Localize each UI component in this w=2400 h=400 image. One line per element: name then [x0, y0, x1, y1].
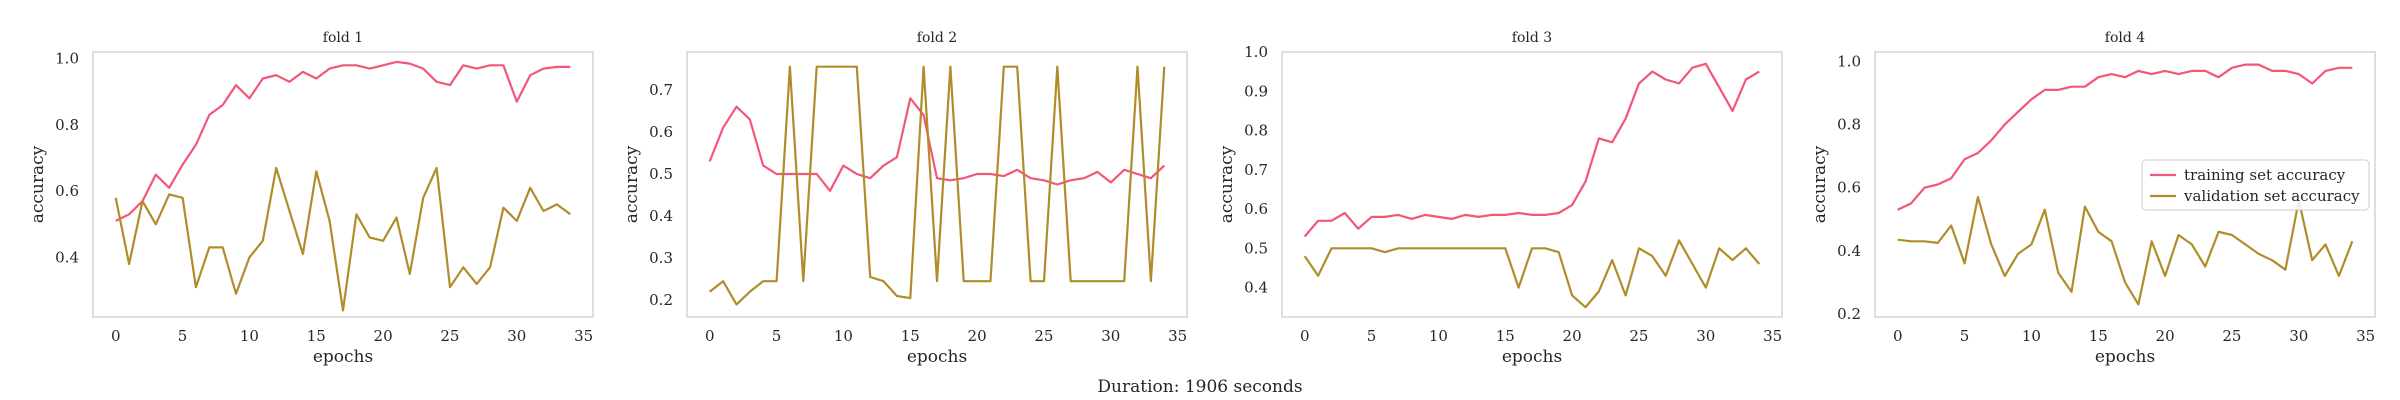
y-axis-label: accuracy: [622, 145, 642, 223]
x-tick-label: 30: [1696, 327, 1715, 345]
y-tick-label: 0.4: [1837, 242, 1861, 260]
x-tick-label: 30: [507, 327, 526, 345]
x-tick-label: 5: [1367, 327, 1377, 345]
chart-title: fold 1: [323, 30, 363, 46]
x-tick-label: 30: [1101, 327, 1120, 345]
x-tick-label: 0: [705, 327, 715, 345]
x-tick-label: 10: [1429, 327, 1448, 345]
x-axis-label: epochs: [1502, 347, 1562, 367]
x-tick-label: 25: [1034, 327, 1053, 345]
x-tick-label: 20: [2156, 327, 2175, 345]
x-tick-label: 15: [2089, 327, 2108, 345]
y-tick-label: 0.6: [649, 123, 673, 141]
y-tick-label: 0.7: [1244, 161, 1268, 179]
y-tick-label: 0.6: [1244, 200, 1268, 218]
x-tick-label: 20: [968, 327, 987, 345]
y-axis-label: accuracy: [1810, 145, 1830, 223]
x-tick-label: 15: [1496, 327, 1515, 345]
panels-container: fold 1 0 5 10 15 20 25 30 35 0.4 0.6 0.8 1.0 epochs ac…: [28, 30, 2376, 367]
y-tick-label: 0.9: [1244, 82, 1268, 100]
validation-accuracy-line: [114, 166, 571, 312]
x-tick-label: 25: [1629, 327, 1648, 345]
chart-panel-1: fold 1 0 5 10 15 20 25 30 35 0.4 0.6 0.8 1.0 epochs ac…: [28, 30, 594, 367]
y-tick-label: 0.7: [649, 81, 673, 99]
duration-text: Duration: 1906 seconds: [1097, 377, 1302, 397]
y-tick-label: 0.5: [1244, 239, 1268, 257]
x-tick-label: 10: [240, 327, 259, 345]
chart-panel-3: fold 3 0 5 10 15 20 25 30 35 0.4 0.5 0.6 0.7 0.8 0.9 1.…: [1217, 30, 1783, 367]
y-tick-label: 1.0: [1244, 43, 1268, 61]
chart-title: fold 3: [1512, 30, 1552, 46]
x-tick-label: 25: [440, 327, 459, 345]
y-tick-label: 0.4: [649, 207, 673, 225]
training-accuracy-line: [708, 97, 1166, 192]
validation-accuracy-line: [709, 65, 1166, 306]
y-tick-label: 0.6: [1837, 179, 1861, 197]
training-accuracy-line: [115, 60, 571, 222]
chart-title: fold 4: [2105, 30, 2146, 46]
validation-accuracy-line: [1303, 239, 1761, 309]
y-tick-label: 0.2: [1837, 305, 1861, 323]
x-tick-label: 35: [1763, 327, 1782, 345]
x-tick-label: 5: [772, 327, 782, 345]
x-tick-label: 5: [178, 327, 188, 345]
x-tick-label: 10: [834, 327, 853, 345]
x-tick-label: 0: [1300, 327, 1310, 345]
x-axis-label: epochs: [907, 347, 967, 367]
training-accuracy-line: [1897, 63, 2353, 211]
chart-title: fold 2: [917, 30, 957, 46]
x-tick-label: 35: [574, 327, 593, 345]
x-tick-label: 5: [1960, 327, 1970, 345]
x-tick-label: 10: [2022, 327, 2041, 345]
x-tick-label: 35: [2356, 327, 2375, 345]
y-axis-label: accuracy: [1217, 145, 1237, 223]
x-tick-label: 35: [1168, 327, 1187, 345]
y-tick-label: 0.4: [1244, 279, 1268, 297]
legend-box: [2141, 159, 2370, 211]
validation-accuracy-line: [1897, 196, 2354, 306]
x-tick-label: 0: [111, 327, 121, 345]
plot-frame: [92, 51, 594, 318]
x-tick-label: 15: [901, 327, 920, 345]
y-tick-label: 1.0: [55, 50, 79, 68]
plot-frame: [1281, 51, 1783, 318]
y-tick-label: 0.8: [55, 116, 79, 134]
y-tick-label: 0.2: [649, 291, 673, 309]
legend-label-validation: validation set accuracy: [2183, 187, 2360, 205]
x-tick-label: 0: [1893, 327, 1903, 345]
y-tick-label: 0.3: [649, 249, 673, 267]
x-tick-label: 25: [2222, 327, 2241, 345]
y-tick-label: 1.0: [1837, 52, 1861, 70]
legend-label-training: training set accuracy: [2184, 166, 2346, 184]
x-tick-label: 20: [1563, 327, 1582, 345]
y-tick-label: 0.5: [649, 165, 673, 183]
chart-panel-2: fold 2 0 5 10 15 20 25 30 35 0.2 0.3 0.4 0.5 0.6 0.7 ep…: [622, 30, 1188, 367]
x-tick-label: 20: [374, 327, 393, 345]
legend: training set accuracy validation set accu…: [2141, 159, 2370, 211]
y-tick-label: 0.4: [55, 248, 79, 266]
training-accuracy-line: [1303, 62, 1760, 238]
x-tick-label: 15: [307, 327, 326, 345]
y-tick-label: 0.6: [55, 182, 79, 200]
y-tick-label: 0.8: [1837, 116, 1861, 134]
y-axis-label: accuracy: [28, 145, 48, 223]
y-tick-label: 0.8: [1244, 122, 1268, 140]
x-tick-label: 30: [2289, 327, 2308, 345]
x-axis-label: epochs: [2095, 347, 2155, 367]
x-axis-label: epochs: [313, 347, 373, 367]
